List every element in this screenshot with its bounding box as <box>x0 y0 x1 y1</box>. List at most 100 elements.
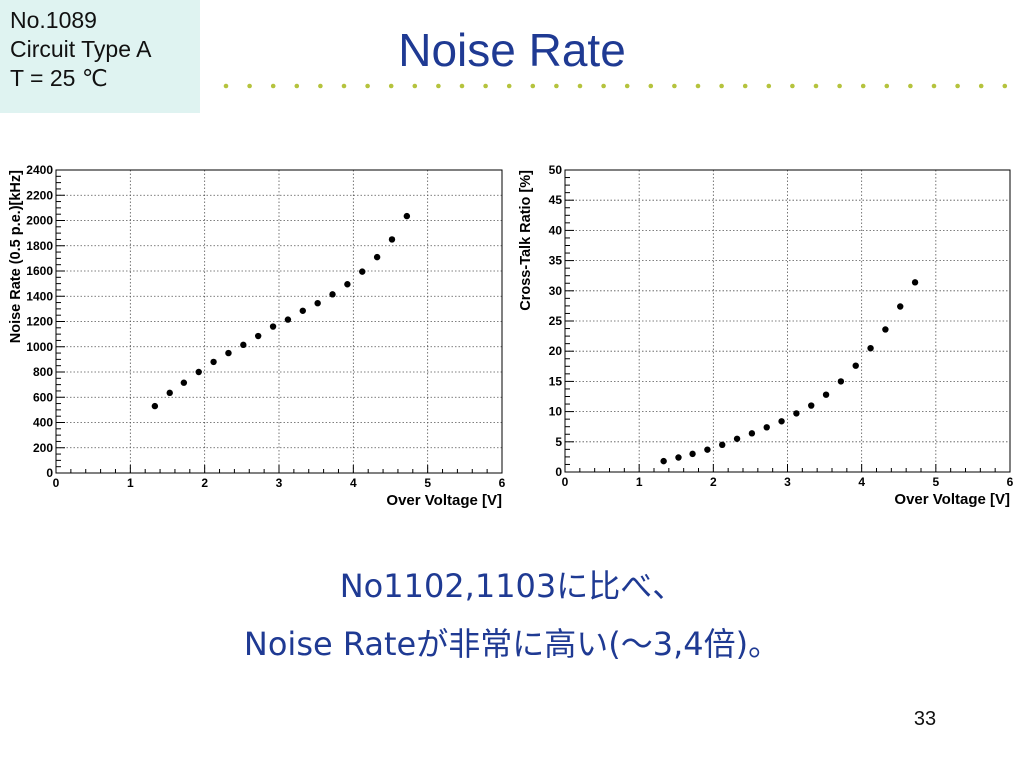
comment-line-2: Noise Rateが非常に高い(～3,4倍)。 <box>243 625 781 663</box>
divider-dot <box>577 83 583 89</box>
y-axis-title: Cross-Talk Ratio [%] <box>518 170 534 311</box>
data-point <box>867 344 874 352</box>
divider-dot <box>1002 83 1008 89</box>
data-point <box>225 349 232 357</box>
data-point <box>748 430 756 437</box>
x-tick-label: 5 <box>932 475 939 489</box>
noise-rate-plot: 0 1 2 3 4 5 6 0 200 400 600 800 1000 1200 1400 1600 1800… <box>8 163 506 509</box>
data-point <box>852 362 859 369</box>
data-point <box>180 379 188 386</box>
divider-dot <box>506 83 512 89</box>
divider-dot <box>530 83 536 89</box>
x-tick-label: 4 <box>350 476 357 490</box>
divider-dot <box>884 83 890 89</box>
divider-dot <box>837 83 842 89</box>
divider-dot <box>813 83 819 89</box>
divider-dot <box>719 83 724 89</box>
y-tick-label: 2000 <box>26 214 53 228</box>
divider-dot <box>483 83 488 89</box>
y-tick-label: 400 <box>33 416 53 430</box>
y-tick-label: 40 <box>549 223 563 237</box>
data-point <box>388 236 396 243</box>
x-tick-label: 2 <box>710 475 717 489</box>
info-box: No.1089 Circuit Type A T = 25 ℃ <box>0 0 200 113</box>
x-tick-label: 0 <box>562 475 569 489</box>
x-tick-label: 1 <box>127 476 134 490</box>
x-tick-label: 3 <box>784 475 791 489</box>
data-point <box>675 454 682 461</box>
y-tick-label: 800 <box>33 365 53 379</box>
divider-dot <box>790 83 795 89</box>
divider-dot <box>459 83 465 89</box>
divider-dot <box>436 83 441 89</box>
divider-dot <box>695 83 701 89</box>
y-tick-label: 25 <box>549 314 563 328</box>
x-axis-title: Over Voltage [V] <box>386 492 502 509</box>
x-tick-label: 6 <box>499 476 506 490</box>
detector-number: No.1089 <box>10 7 97 33</box>
data-point <box>808 402 815 409</box>
y-tick-label: 1800 <box>26 239 53 253</box>
data-point <box>269 323 277 330</box>
divider-dot <box>955 83 960 89</box>
y-tick-label: 20 <box>549 344 563 358</box>
data-point <box>793 410 800 417</box>
x-tick-label: 6 <box>1007 475 1014 489</box>
data-point <box>359 268 366 275</box>
y-tick-label: 35 <box>549 254 563 268</box>
data-point <box>166 389 173 397</box>
x-tick-label: 5 <box>424 476 431 490</box>
data-point <box>660 457 667 465</box>
data-point <box>329 291 336 298</box>
data-point <box>254 332 262 340</box>
y-tick-label: 5 <box>555 435 562 449</box>
data-point <box>195 368 202 376</box>
divider-dot <box>341 83 347 89</box>
y-axis-title: Noise Rate (0.5 p.e.)[kHz] <box>8 170 24 343</box>
data-point <box>373 253 381 261</box>
data-point <box>689 450 696 458</box>
y-tick-label: 1200 <box>26 315 53 329</box>
divider-dot <box>672 83 677 89</box>
divider-dot <box>978 83 984 89</box>
data-point <box>403 212 411 220</box>
y-tick-label: 1000 <box>26 340 53 354</box>
y-tick-label: 0 <box>46 466 53 480</box>
divider-dot <box>624 83 630 89</box>
x-tick-label: 3 <box>276 476 283 490</box>
circuit-type: Circuit Type A <box>10 36 152 62</box>
divider-dot <box>742 83 748 89</box>
data-point <box>763 424 770 431</box>
data-point <box>822 391 830 398</box>
y-tick-label: 1600 <box>26 264 53 278</box>
temperature: T = 25 ℃ <box>10 65 108 91</box>
divider-dot <box>908 83 913 89</box>
data-point <box>882 326 889 333</box>
data-point <box>314 299 321 307</box>
data-point <box>299 307 306 314</box>
data-point <box>897 303 904 310</box>
divider-dot <box>766 83 772 89</box>
divider-dot <box>223 83 229 89</box>
cross-talk-chart: 0 1 2 3 4 5 6 0 5 10 15 20 25 30 35 40 45 50 Over Voltage … <box>512 150 1024 520</box>
divider-dot <box>860 83 866 89</box>
y-tick-label: 10 <box>549 405 563 419</box>
divider-dot <box>554 83 559 89</box>
divider-dot <box>601 83 606 89</box>
y-tick-label: 2200 <box>26 188 53 202</box>
noise-rate-chart: 0 1 2 3 4 5 6 0 200 400 600 800 1000 1200 1400 1600 1800… <box>0 150 512 520</box>
data-point <box>719 441 726 449</box>
divider-dot <box>247 83 252 89</box>
y-tick-label: 50 <box>549 163 563 177</box>
data-point <box>837 378 845 385</box>
data-point <box>704 446 711 453</box>
y-tick-label: 2400 <box>26 163 53 177</box>
data-point <box>151 402 159 410</box>
y-tick-label: 0 <box>555 465 562 479</box>
y-tick-label: 1400 <box>26 289 53 303</box>
data-point <box>778 418 785 425</box>
y-tick-label: 30 <box>549 284 563 298</box>
slide-title: Noise Rate <box>398 24 626 76</box>
data-point <box>284 316 292 323</box>
dotted-divider <box>223 83 1008 89</box>
